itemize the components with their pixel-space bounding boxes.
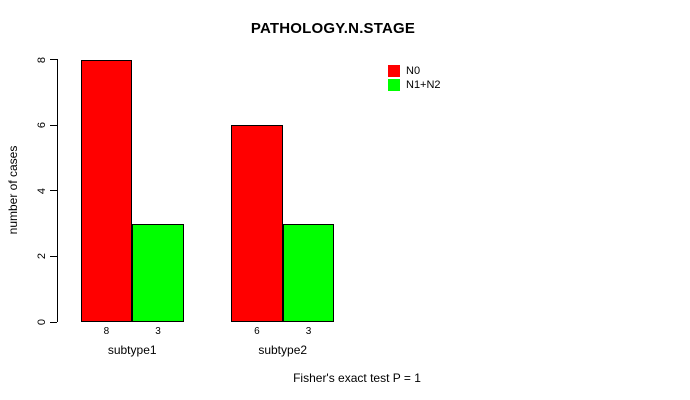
- y-tick-mark: [50, 190, 57, 192]
- bar-value-label: 3: [155, 326, 161, 337]
- category-label: subtype1: [107, 343, 157, 357]
- legend-swatch-n0: [388, 65, 400, 77]
- y-tick-mark: [50, 255, 57, 257]
- legend-label-n1n2: N1+N2: [406, 79, 441, 91]
- y-tick-mark: [50, 59, 57, 61]
- legend: N0 N1+N2: [388, 64, 441, 92]
- y-tick-label: 0: [36, 318, 48, 326]
- y-tick-label: 6: [36, 122, 48, 129]
- y-tick-label: 4: [36, 187, 48, 194]
- bar-value-label: 8: [103, 326, 110, 337]
- y-axis-label: number of cases: [6, 145, 20, 235]
- chart-title: PATHOLOGY.N.STAGE: [250, 20, 416, 37]
- bar-value-label: 6: [254, 326, 260, 337]
- legend-swatch-n1n2: [388, 79, 400, 91]
- bar: [282, 223, 335, 322]
- legend-label-n0: N0: [406, 65, 421, 77]
- fisher-test-annotation: Fisher's exact test P = 1: [293, 371, 421, 385]
- y-tick-label: 8: [36, 56, 48, 63]
- y-axis-line: [57, 59, 58, 322]
- bar: [132, 223, 184, 322]
- legend-entry-n1n2: N1+N2: [388, 78, 441, 92]
- bar: [231, 125, 283, 322]
- y-tick-mark: [50, 124, 57, 126]
- bar-value-label: 3: [305, 326, 312, 337]
- category-label: subtype2: [258, 343, 308, 357]
- legend-entry-n0: N0: [388, 64, 441, 78]
- y-tick-mark: [50, 321, 57, 323]
- bar: [80, 59, 133, 322]
- y-tick-label: 2: [36, 253, 48, 260]
